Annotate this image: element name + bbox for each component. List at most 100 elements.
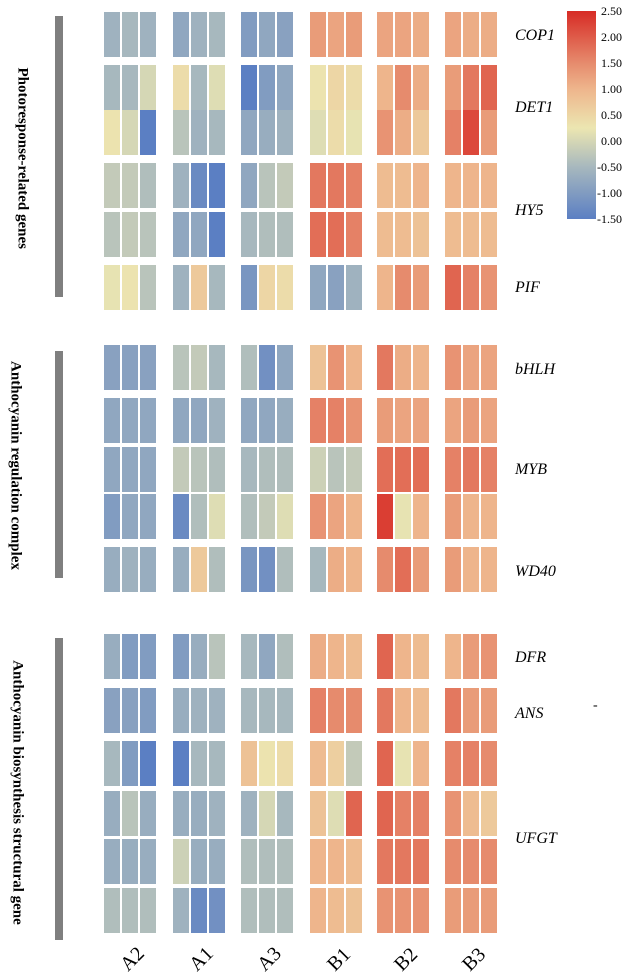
heatmap-cell-hy5-r0-c6 bbox=[241, 163, 257, 208]
legend-tick-200: 2.00 bbox=[601, 30, 622, 44]
heatmap-cell-ufgt-r0-c12 bbox=[377, 741, 393, 786]
heatmap-cell-ans-r0-c9 bbox=[310, 688, 326, 733]
legend-tick-250: 2.50 bbox=[601, 4, 622, 18]
heatmap-cell-bhlh-r0-c5 bbox=[209, 345, 225, 390]
heatmap-cell-myb-r0-c11 bbox=[346, 398, 362, 443]
heatmap-cell-det1-r1-c17 bbox=[481, 110, 497, 155]
heatmap-cell-hy5-r0-c15 bbox=[445, 163, 461, 208]
heatmap-cell-hy5-r0-c7 bbox=[259, 163, 275, 208]
heatmap-cell-wd40-r0-c14 bbox=[413, 547, 429, 592]
heatmap-cell-ufgt-r1-c1 bbox=[122, 791, 138, 836]
legend-tick-050: 0.50 bbox=[601, 108, 622, 122]
heatmap-cell-bhlh-r0-c16 bbox=[463, 345, 479, 390]
heatmap-cell-wd40-r0-c6 bbox=[241, 547, 257, 592]
heatmap-cell-wd40-r0-c0 bbox=[104, 547, 120, 592]
heatmap-cell-dfr-r0-c9 bbox=[310, 634, 326, 679]
heatmap-cell-wd40-r0-c17 bbox=[481, 547, 497, 592]
heatmap-cell-hy5-r1-c3 bbox=[173, 212, 189, 257]
heatmap-cell-ufgt-r2-c10 bbox=[328, 839, 344, 884]
heatmap-cell-hy5-r1-c6 bbox=[241, 212, 257, 257]
heatmap-cell-ufgt-r1-c16 bbox=[463, 791, 479, 836]
heatmap-cell-myb-r2-c1 bbox=[122, 494, 138, 539]
heatmap-cell-ufgt-r3-c4 bbox=[191, 888, 207, 933]
gene-label-hy5: HY5 bbox=[515, 202, 544, 219]
heatmap-cell-wd40-r0-c11 bbox=[346, 547, 362, 592]
heatmap-cell-cop1-r0-c3 bbox=[173, 12, 189, 57]
heatmap-cell-ufgt-r2-c14 bbox=[413, 839, 429, 884]
heatmap-cell-dfr-r0-c2 bbox=[140, 634, 156, 679]
heatmap-cell-ufgt-r0-c0 bbox=[104, 741, 120, 786]
heatmap-cell-bhlh-r0-c8 bbox=[277, 345, 293, 390]
heatmap-cell-ufgt-r2-c3 bbox=[173, 839, 189, 884]
heatmap-cell-pif-r0-c16 bbox=[463, 265, 479, 310]
heatmap-cell-cop1-r0-c14 bbox=[413, 12, 429, 57]
stray-dash: - bbox=[593, 698, 598, 713]
heatmap-cell-ufgt-r3-c17 bbox=[481, 888, 497, 933]
legend-tick-000: 0.00 bbox=[601, 134, 622, 148]
heatmap-cell-ufgt-r1-c7 bbox=[259, 791, 275, 836]
heatmap-cell-hy5-r1-c17 bbox=[481, 212, 497, 257]
heatmap-cell-det1-r0-c6 bbox=[241, 65, 257, 110]
heatmap-cell-det1-r1-c10 bbox=[328, 110, 344, 155]
heatmap-cell-hy5-r0-c2 bbox=[140, 163, 156, 208]
heatmap-cell-cop1-r0-c0 bbox=[104, 12, 120, 57]
heatmap-cell-myb-r0-c17 bbox=[481, 398, 497, 443]
heatmap-cell-hy5-r1-c5 bbox=[209, 212, 225, 257]
heatmap-cell-dfr-r0-c13 bbox=[395, 634, 411, 679]
heatmap-cell-ans-r0-c17 bbox=[481, 688, 497, 733]
heatmap-cell-ans-r0-c7 bbox=[259, 688, 275, 733]
heatmap-cell-hy5-r0-c1 bbox=[122, 163, 138, 208]
heatmap-cell-bhlh-r0-c4 bbox=[191, 345, 207, 390]
heatmap-cell-ufgt-r0-c9 bbox=[310, 741, 326, 786]
heatmap-cell-ans-r0-c16 bbox=[463, 688, 479, 733]
heatmap-cell-wd40-r0-c12 bbox=[377, 547, 393, 592]
heatmap-cell-ans-r0-c0 bbox=[104, 688, 120, 733]
heatmap-cell-ufgt-r3-c15 bbox=[445, 888, 461, 933]
group-bracket-2 bbox=[55, 638, 63, 940]
legend-tick-100: 1.00 bbox=[601, 82, 622, 96]
heatmap-cell-ufgt-r1-c2 bbox=[140, 791, 156, 836]
heatmap-cell-ufgt-r0-c1 bbox=[122, 741, 138, 786]
gene-label-cop1: COP1 bbox=[515, 27, 555, 44]
heatmap-cell-ufgt-r2-c17 bbox=[481, 839, 497, 884]
heatmap-cell-ufgt-r1-c3 bbox=[173, 791, 189, 836]
heatmap-cell-ufgt-r0-c2 bbox=[140, 741, 156, 786]
heatmap-cell-bhlh-r0-c13 bbox=[395, 345, 411, 390]
heatmap-cell-ufgt-r2-c13 bbox=[395, 839, 411, 884]
heatmap-cell-hy5-r0-c0 bbox=[104, 163, 120, 208]
heatmap-cell-wd40-r0-c5 bbox=[209, 547, 225, 592]
heatmap-cell-myb-r2-c10 bbox=[328, 494, 344, 539]
heatmap-cell-dfr-r0-c16 bbox=[463, 634, 479, 679]
heatmap-cell-det1-r0-c4 bbox=[191, 65, 207, 110]
legend-tick-neg100: -1.00 bbox=[597, 186, 622, 200]
heatmap-cell-hy5-r1-c15 bbox=[445, 212, 461, 257]
heatmap-cell-pif-r0-c12 bbox=[377, 265, 393, 310]
heatmap-cell-ans-r0-c1 bbox=[122, 688, 138, 733]
heatmap-cell-ufgt-r2-c11 bbox=[346, 839, 362, 884]
heatmap-cell-hy5-r1-c8 bbox=[277, 212, 293, 257]
heatmap-cell-ufgt-r1-c8 bbox=[277, 791, 293, 836]
heatmap-cell-ufgt-r0-c3 bbox=[173, 741, 189, 786]
heatmap-cell-ufgt-r2-c9 bbox=[310, 839, 326, 884]
heatmap-cell-hy5-r0-c16 bbox=[463, 163, 479, 208]
heatmap-cell-det1-r1-c5 bbox=[209, 110, 225, 155]
heatmap-cell-ufgt-r3-c13 bbox=[395, 888, 411, 933]
heatmap-cell-ufgt-r0-c4 bbox=[191, 741, 207, 786]
heatmap-cell-det1-r1-c16 bbox=[463, 110, 479, 155]
heatmap-cell-ufgt-r3-c2 bbox=[140, 888, 156, 933]
heatmap-cell-ufgt-r1-c11 bbox=[346, 791, 362, 836]
heatmap-cell-hy5-r1-c2 bbox=[140, 212, 156, 257]
heatmap-cell-det1-r0-c11 bbox=[346, 65, 362, 110]
heatmap-cell-bhlh-r0-c14 bbox=[413, 345, 429, 390]
heatmap-cell-myb-r2-c3 bbox=[173, 494, 189, 539]
gene-label-ufgt: UFGT bbox=[515, 830, 557, 847]
heatmap-cell-dfr-r0-c0 bbox=[104, 634, 120, 679]
heatmap-cell-myb-r0-c14 bbox=[413, 398, 429, 443]
heatmap-cell-myb-r1-c1 bbox=[122, 447, 138, 492]
heatmap-cell-det1-r0-c15 bbox=[445, 65, 461, 110]
heatmap-cell-wd40-r0-c2 bbox=[140, 547, 156, 592]
heatmap-cell-pif-r0-c13 bbox=[395, 265, 411, 310]
heatmap-cell-ufgt-r2-c15 bbox=[445, 839, 461, 884]
group-bracket-0 bbox=[55, 16, 63, 297]
heatmap-cell-ufgt-r0-c14 bbox=[413, 741, 429, 786]
